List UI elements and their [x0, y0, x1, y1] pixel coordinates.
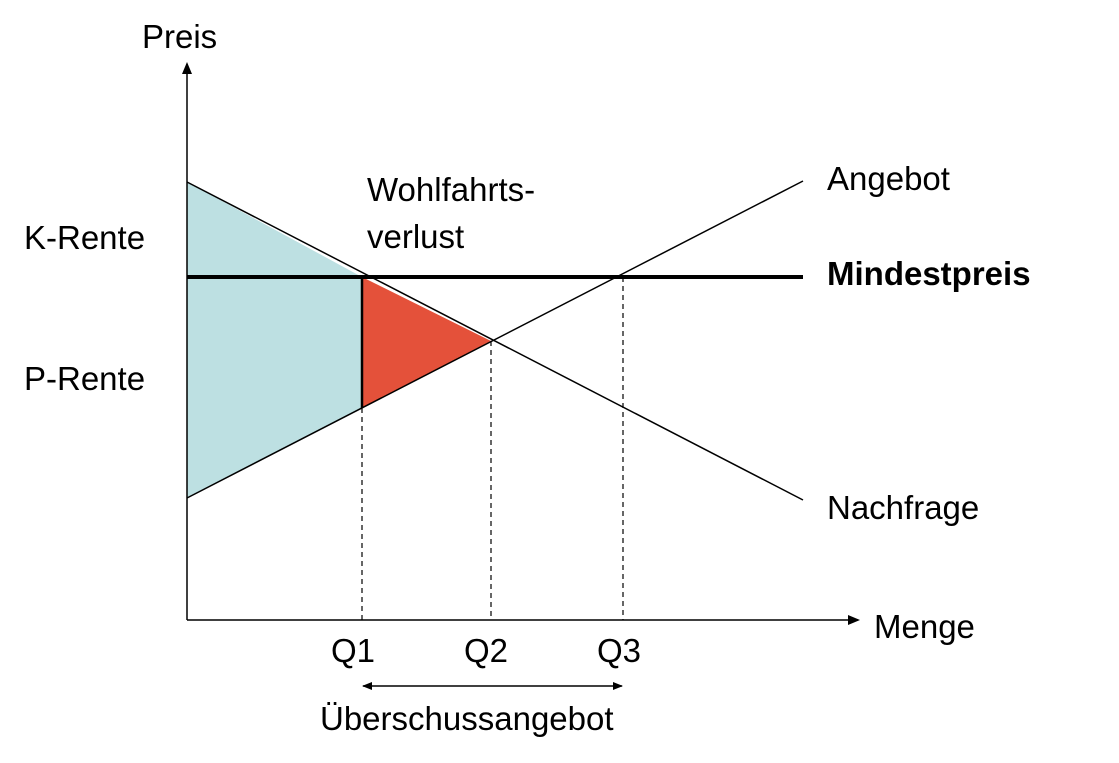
q3-label: Q3: [597, 632, 641, 669]
demand-label: Nachfrage: [827, 489, 979, 526]
supply-curve: [186, 180, 804, 499]
consumer-surplus-label: K-Rente: [24, 219, 145, 256]
surplus-area: [187, 182, 362, 498]
welfare-loss-label-line2: verlust: [367, 218, 464, 255]
y-axis-label: Preis: [142, 18, 217, 55]
q1-label: Q1: [331, 632, 375, 669]
minimum-price-label: Mindestpreis: [827, 255, 1031, 292]
producer-surplus-label: P-Rente: [24, 360, 145, 397]
excess-supply-label: Überschussangebot: [320, 700, 614, 737]
welfare-loss-area: [362, 277, 491, 408]
q2-label: Q2: [464, 632, 508, 669]
demand-curve: [186, 181, 804, 501]
x-axis-label: Menge: [874, 608, 975, 645]
supply-label: Angebot: [827, 160, 950, 197]
welfare-loss-label-line1: Wohlfahrts-: [367, 171, 535, 208]
